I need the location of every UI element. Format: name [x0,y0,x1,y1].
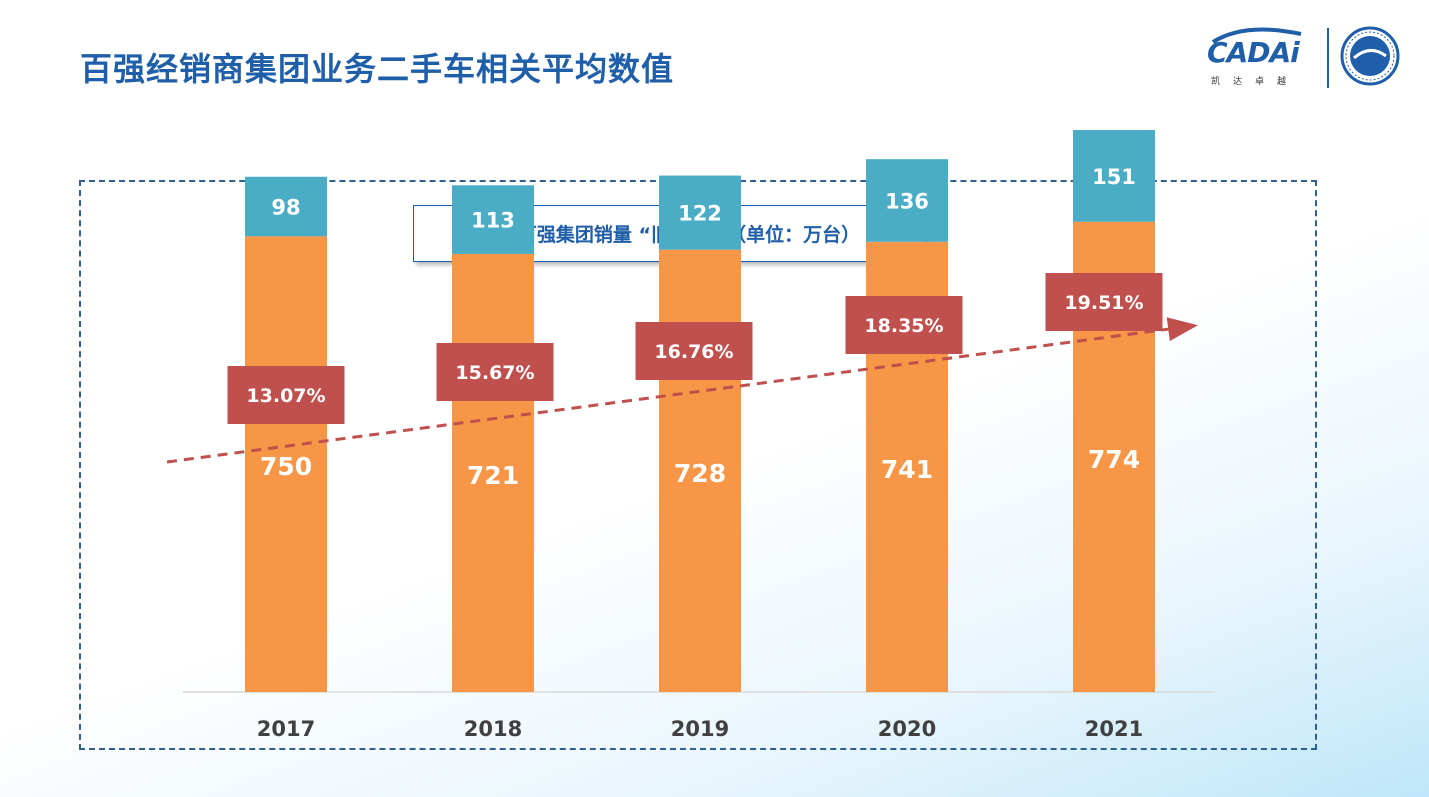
logo-word: CADAi [1207,36,1300,69]
label-used-2021: 151 [1092,165,1136,189]
ratio-box-2020 [845,296,963,354]
car-roof-icon [1211,27,1302,44]
bar-used-2020 [866,159,948,242]
label-used-2017: 98 [271,196,300,220]
tick-label-2019: 2019 [671,717,729,741]
label-new-2021: 774 [1088,445,1140,474]
ratio-label-2018: 15.67% [455,362,534,384]
bar-used-2018 [452,185,534,254]
ratio-label-2020: 18.35% [864,315,943,337]
tick-label-2021: 2021 [1085,717,1143,741]
bar-used-2017 [245,176,327,237]
label-used-2020: 136 [885,189,929,213]
association-seal-icon [1340,26,1400,86]
logo-divider [1327,28,1329,88]
page-title: 百强经销商集团业务二手车相关平均数值 [80,50,675,88]
ratio-label-2017: 13.07% [246,385,325,407]
tick-label-2017: 2017 [257,717,315,741]
label-used-2018: 113 [471,209,515,233]
label-new-2020: 741 [881,455,933,484]
bar-new-2018 [452,253,534,692]
bar-new-2017 [245,236,327,692]
label-new-2018: 721 [467,461,519,490]
label-new-2019: 728 [674,459,726,488]
tick-label-2018: 2018 [464,717,522,741]
ratio-label-2021: 19.51% [1064,292,1143,314]
ratio-label-2019: 16.76% [654,341,733,363]
ratio-box-2017 [227,366,345,424]
bar-used-2019 [659,175,741,250]
trend-arrow [166,317,1198,464]
logo-subtitle: 凯达卓越 [1211,77,1300,87]
tick-label-2020: 2020 [878,717,936,741]
ratio-box-2018 [436,343,554,401]
ratio-box-2021 [1045,273,1163,331]
cadai-logo: CADAi 凯达卓越 [1205,24,1405,94]
label-used-2019: 122 [678,202,722,226]
ratio-box-2019 [635,322,753,380]
label-new-2017: 750 [260,452,312,481]
bar-used-2021 [1073,130,1155,222]
